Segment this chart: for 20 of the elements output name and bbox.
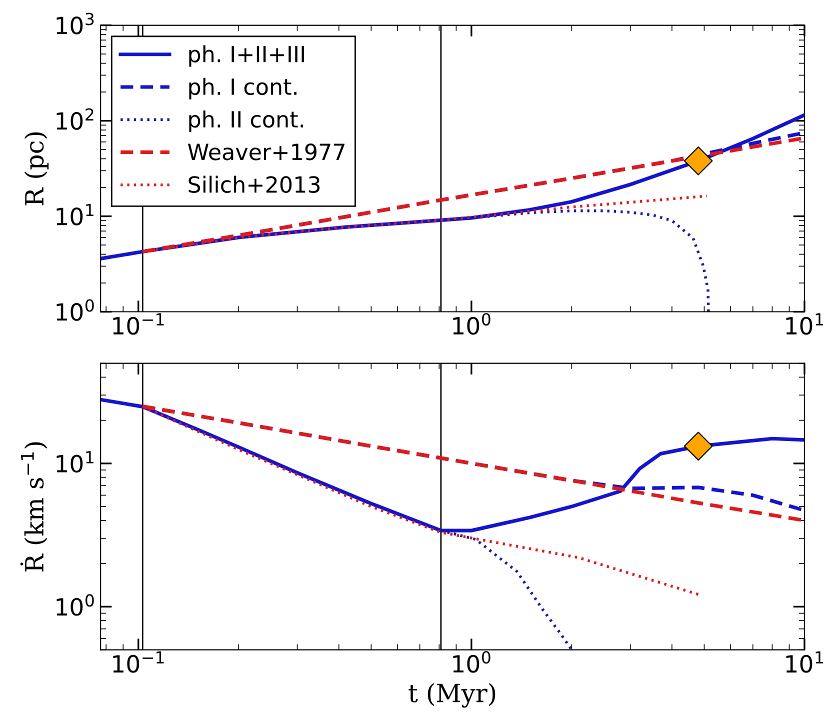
legend-label: ph. I cont. [189,78,296,100]
x-tick-label: 10$^{0}$ [453,313,490,335]
x-tick-label: 10$^{−1}$ [113,313,164,335]
x-tick-label: 10$^{1}$ [786,651,823,673]
legend-label: ph. I+II+III [189,45,304,67]
y-tick-label: 10$^{1}$ [56,451,94,473]
legend-label: Silich+2013 [188,176,320,193]
y-tick-label: 10$^{2}$ [56,108,94,130]
y-axis-title: R (pc) [24,132,49,206]
y-tick-label: 10$^{3}$ [56,12,94,34]
legend-label: Weaver+1977 [188,144,344,160]
x-tick-label: 10$^{1}$ [786,313,823,335]
y-tick-label: 10$^{1}$ [56,204,94,226]
x-axis-title: t (Myr) [408,683,496,708]
x-tick-label: 10$^{−1}$ [113,651,164,673]
y-tick-label: 10$^{0}$ [56,594,94,616]
y-tick-label: 10$^{0}$ [56,299,94,321]
legend-label: ph. II cont. [189,110,303,132]
x-tick-label: 10$^{0}$ [453,651,490,673]
y-axis-title: Ṙ (km s$^{−1}$) [20,442,48,572]
